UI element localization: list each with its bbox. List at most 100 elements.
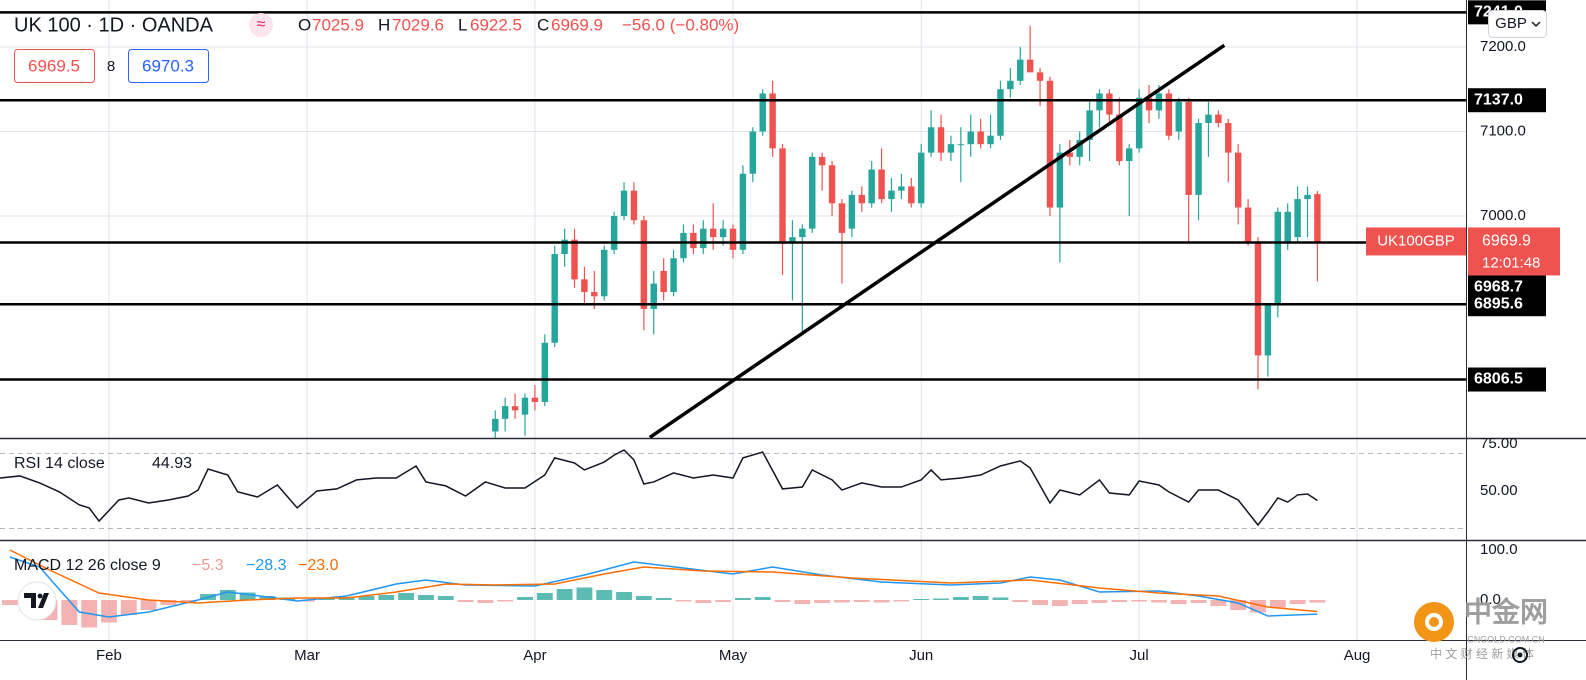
level-tag (1468, 88, 1546, 113)
macd-histogram-bar (101, 600, 117, 623)
ohlc-key: O (298, 15, 311, 34)
macd-histogram-bar (972, 596, 989, 600)
ohlc-change: −56.0 (−0.80%) (622, 15, 739, 34)
macd-histogram-bar (873, 600, 890, 603)
level-tag (1468, 367, 1546, 392)
macd-histogram-bar (1269, 600, 1286, 608)
macd-tick-label: 100.0 (1480, 541, 1518, 558)
macd-histogram-bar (1230, 600, 1247, 610)
macd-histogram-bar (576, 587, 593, 600)
level-tag (1468, 292, 1546, 317)
macd-histogram-bar (834, 600, 850, 603)
candle-body (511, 406, 519, 411)
macd-histogram-bar (457, 600, 474, 602)
macd-histogram-bar (1051, 600, 1068, 606)
macd-histogram-bar (1151, 600, 1167, 603)
candle-body (1274, 211, 1282, 305)
grid (0, 0, 1466, 640)
candle-body (551, 254, 558, 343)
candle-body (908, 186, 915, 204)
candle-body (739, 173, 747, 250)
symbol: UK 100 · 1D · OANDA (14, 14, 214, 36)
candle-body (640, 220, 648, 309)
macd-line (9, 556, 1318, 618)
candle-body (1225, 123, 1232, 153)
candle-body (888, 190, 895, 200)
x-tick-label: Apr (523, 647, 546, 664)
macd-histogram-bar (378, 595, 395, 600)
trend-line (648, 43, 1226, 438)
candle-body (1304, 194, 1311, 200)
candle-body (561, 239, 568, 255)
macd-histogram-bar (239, 592, 256, 600)
candle-body (591, 292, 598, 297)
macd-histogram-bar (140, 600, 157, 610)
ohlc-legend: O 7025.9 H 7029.6 L 6922.5 C 6969.9 −56.… (298, 15, 739, 34)
macd-histogram-bar (517, 597, 533, 600)
macd-histogram-bar (695, 600, 712, 603)
buy-button[interactable] (128, 49, 209, 83)
indicator-icon[interactable] (249, 13, 273, 37)
price-tag-value-box (1468, 227, 1560, 276)
candle-body (1106, 93, 1113, 115)
candle-body (858, 194, 865, 204)
candle-body (1036, 72, 1044, 81)
ask: 6970.3 (142, 56, 194, 75)
watermark-tagline: 中 文 财 经 新 媒 体 (1430, 646, 1534, 661)
candle-body (1007, 80, 1014, 90)
candle-body (1076, 139, 1083, 157)
candle-body (828, 165, 836, 204)
x-tick-label: Aug (1344, 647, 1371, 664)
rsi-line (0, 449, 1318, 527)
candle-body (1244, 207, 1252, 242)
macd-histogram-bar (1071, 600, 1088, 604)
sell-button[interactable] (14, 49, 95, 83)
candle-body (769, 93, 776, 149)
candle-body (779, 148, 786, 242)
macd-line (9, 549, 1318, 613)
candle-body (581, 279, 588, 293)
macd-histogram-bar (913, 599, 930, 600)
settings-icon[interactable] (1512, 647, 1528, 663)
macd-histogram-bar (497, 600, 514, 602)
candle-body (789, 237, 796, 242)
price-tag-symbol: UK100GBP (1377, 232, 1455, 249)
level-label: 7137.0 (1474, 91, 1523, 108)
rsi-name: RSI 14 close (14, 455, 105, 472)
macd-histogram-bar (160, 600, 177, 605)
macd-histogram-bar (635, 596, 652, 600)
macd-histogram-bar (1111, 600, 1128, 602)
macd-histogram-bar (1309, 600, 1326, 603)
ohlc-key: L (458, 15, 467, 34)
macd-histogram-bar (794, 600, 811, 604)
rsi-tick-label: 75.00 (1480, 435, 1518, 452)
rsi-tick-label: 50.00 (1480, 482, 1518, 499)
currency-button[interactable] (1488, 10, 1547, 38)
macd-pane (1, 549, 1326, 628)
candle-body (997, 89, 1004, 136)
macd-histogram-bar (1210, 600, 1227, 606)
candle-body (799, 228, 806, 238)
candle-body (947, 144, 955, 153)
candle-body (1314, 194, 1321, 242)
macd-histogram-bar (61, 600, 78, 625)
macd-hist-value: −5.3 (192, 557, 224, 574)
candle-body (1026, 59, 1034, 73)
candle-body (838, 203, 846, 233)
candle-body (1205, 114, 1212, 124)
signal-value: −23.0 (298, 557, 339, 574)
candle-body (878, 169, 885, 200)
ohlc-high: 7029.6 (392, 15, 444, 34)
macd-name: MACD 12 26 close 9 (14, 557, 161, 574)
candle-body (1284, 211, 1291, 242)
macd-histogram-bar (1091, 600, 1108, 603)
ohlc-open: 7025.9 (312, 15, 364, 34)
bid: 6969.5 (28, 56, 80, 75)
candle-body (709, 228, 717, 238)
macd-histogram-bar (1, 600, 18, 605)
logo[interactable] (17, 581, 57, 621)
candle-body (818, 156, 826, 166)
dropdown-caret (1531, 21, 1541, 28)
macd-histogram-bar (893, 600, 910, 602)
